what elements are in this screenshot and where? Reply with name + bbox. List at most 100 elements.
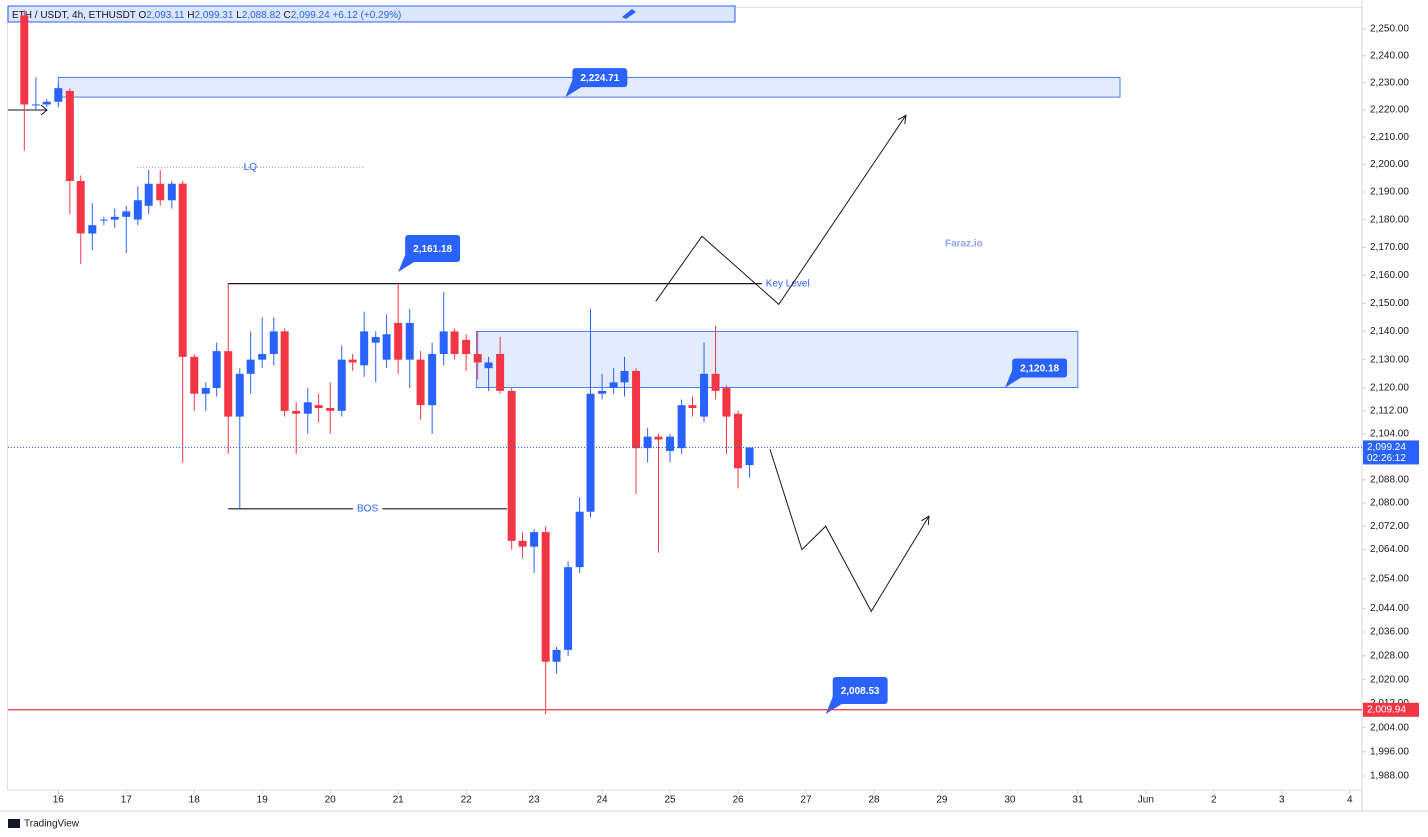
candle-body bbox=[20, 15, 29, 105]
x-tick-label: 20 bbox=[325, 795, 337, 806]
red-line-box bbox=[1363, 702, 1419, 717]
x-tick-label: 28 bbox=[868, 795, 880, 806]
candle-body bbox=[167, 183, 176, 201]
y-tick-label: 2,064.00 bbox=[1370, 544, 1409, 555]
candle-body bbox=[462, 339, 471, 354]
x-tick-label: 27 bbox=[800, 795, 812, 806]
y-tick-label: 2,250.00 bbox=[1370, 24, 1409, 35]
zone-callout bbox=[1012, 358, 1068, 378]
candle-body bbox=[122, 211, 131, 217]
candle-body bbox=[54, 88, 63, 102]
candle-body bbox=[371, 337, 380, 343]
y-tick-label: 2,160.00 bbox=[1370, 270, 1409, 281]
candle-body bbox=[326, 408, 335, 411]
watermark: Faraz.io bbox=[945, 239, 983, 250]
candle-body bbox=[700, 373, 709, 417]
level-label: LQ bbox=[244, 162, 258, 173]
current-price-box bbox=[1363, 440, 1419, 465]
candle-body bbox=[734, 413, 743, 469]
legend-change: +6.12 (+0.29%) bbox=[332, 10, 401, 21]
x-tick-label: 30 bbox=[1004, 795, 1016, 806]
candle-body bbox=[473, 353, 482, 363]
candle-body bbox=[303, 402, 312, 414]
zone-callout-text: 2,224.71 bbox=[580, 73, 619, 84]
candle-body bbox=[632, 370, 641, 449]
candle-body bbox=[360, 331, 369, 366]
candle-body bbox=[110, 216, 119, 220]
level-label: BOS bbox=[357, 503, 378, 514]
candle-body bbox=[496, 353, 505, 391]
clipped-callout bbox=[622, 9, 636, 19]
candle-body bbox=[76, 180, 85, 234]
candle-body bbox=[382, 334, 391, 360]
candle-body bbox=[609, 382, 618, 389]
y-tick-label: 2,200.00 bbox=[1370, 159, 1409, 170]
candle-body bbox=[405, 322, 414, 360]
y-tick-label: 2,054.00 bbox=[1370, 574, 1409, 585]
candle-body bbox=[31, 104, 40, 106]
candle-body bbox=[88, 225, 97, 234]
candle-body bbox=[337, 359, 346, 411]
y-tick-label: 2,072.00 bbox=[1370, 521, 1409, 532]
x-tick-label: 19 bbox=[257, 795, 269, 806]
legend-key: H bbox=[187, 10, 194, 21]
y-tick-label: 2,104.00 bbox=[1370, 428, 1409, 439]
legend-key: C bbox=[284, 10, 291, 21]
projection-path bbox=[655, 115, 906, 306]
candle-body bbox=[269, 331, 278, 354]
x-tick-label: 16 bbox=[53, 795, 65, 806]
candle-body bbox=[598, 390, 607, 394]
candle-body bbox=[416, 359, 425, 406]
level-label-bg bbox=[353, 503, 383, 515]
candle-body bbox=[65, 90, 74, 181]
y-tick-label: 2,020.00 bbox=[1370, 674, 1409, 685]
legend: ETH / USDT, 4h, ETHUSDT O2,093.11 H 2,099… bbox=[12, 10, 401, 21]
current-price-label: 2,099.24 bbox=[1367, 442, 1406, 453]
x-tick-label: 29 bbox=[936, 795, 948, 806]
candle-body bbox=[348, 359, 357, 363]
candle-body bbox=[235, 373, 244, 417]
level-label: Key Level bbox=[766, 278, 810, 289]
candle-body bbox=[530, 532, 539, 547]
x-tick-label: Jun bbox=[1138, 795, 1154, 806]
y-tick-label: 2,044.00 bbox=[1370, 603, 1409, 614]
x-tick-label: 4 bbox=[1347, 795, 1353, 806]
x-tick-label: 21 bbox=[393, 795, 405, 806]
legend-value: 2,088.82 bbox=[242, 10, 281, 21]
x-tick-label: 22 bbox=[461, 795, 473, 806]
candle-body bbox=[666, 436, 675, 452]
candle-body bbox=[178, 183, 187, 357]
legend-value: 2,093.11 bbox=[146, 10, 185, 21]
legend-symbol: ETH / USDT, 4h, ETHUSDT bbox=[12, 10, 136, 21]
y-tick-label: 2,220.00 bbox=[1370, 105, 1409, 116]
brand-logo bbox=[8, 819, 20, 828]
y-tick-label: 2,120.00 bbox=[1370, 383, 1409, 394]
candle-body bbox=[507, 390, 516, 541]
price-callout bbox=[405, 234, 461, 262]
brand: TradingView bbox=[24, 819, 80, 830]
candle-body bbox=[201, 388, 210, 394]
candle-body bbox=[156, 183, 165, 201]
x-tick-label: 18 bbox=[189, 795, 201, 806]
candle-body bbox=[99, 219, 108, 221]
y-tick-label: 2,112.00 bbox=[1370, 406, 1409, 417]
candle-body bbox=[190, 356, 199, 394]
candle-body bbox=[586, 393, 595, 512]
candle-body bbox=[620, 370, 629, 383]
candle-body bbox=[314, 405, 323, 409]
candle-body bbox=[439, 331, 448, 354]
price-callout-text: 2,008.53 bbox=[841, 686, 880, 697]
x-tick-label: 25 bbox=[664, 795, 676, 806]
candle-body bbox=[246, 359, 255, 374]
candle-body bbox=[541, 532, 550, 662]
red-line-label: 2,009.94 bbox=[1367, 704, 1406, 715]
candle-body bbox=[258, 353, 267, 360]
zone bbox=[475, 330, 1079, 388]
y-tick-label: 2,088.00 bbox=[1370, 474, 1409, 485]
candle-body bbox=[42, 101, 51, 105]
price-callout bbox=[832, 677, 888, 705]
candle-body bbox=[552, 649, 561, 662]
legend-key: O bbox=[139, 10, 147, 21]
legend-value: 2,099.24 bbox=[291, 10, 330, 21]
